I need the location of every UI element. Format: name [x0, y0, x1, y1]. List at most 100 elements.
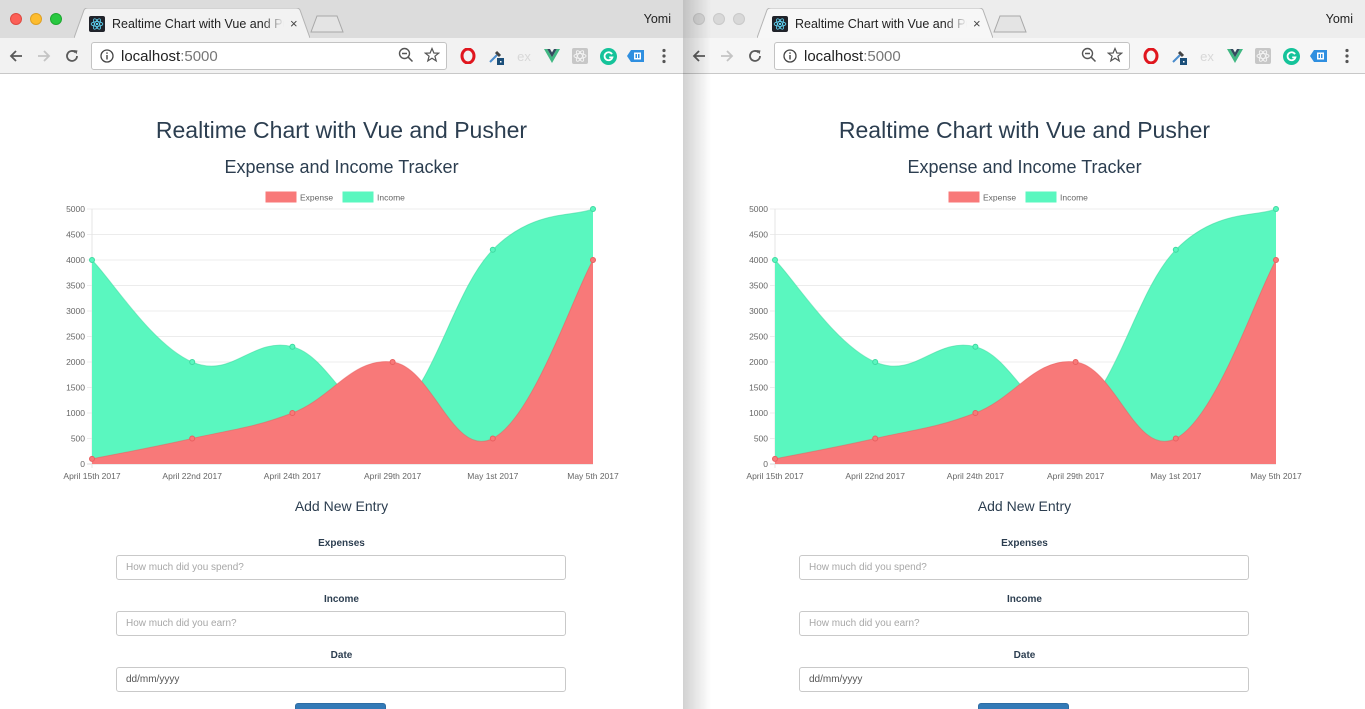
forward-button[interactable]: [33, 45, 55, 67]
vue-devtools-icon[interactable]: [1226, 47, 1244, 65]
date-input[interactable]: dd/mm/yyyy: [116, 667, 566, 692]
menu-kebab-icon[interactable]: [1338, 47, 1356, 65]
tab-close-icon[interactable]: ×: [973, 16, 981, 31]
minimize-window-button[interactable]: [30, 13, 42, 25]
income-input[interactable]: [116, 611, 566, 636]
data-point[interactable]: [1172, 435, 1179, 442]
profile-name[interactable]: Yomi: [1325, 12, 1353, 26]
expenses-input[interactable]: [116, 555, 566, 580]
reload-icon: [66, 50, 78, 62]
data-point[interactable]: [389, 359, 396, 365]
forward-button[interactable]: [716, 45, 738, 67]
data-point[interactable]: [489, 246, 496, 253]
bookmark-star-icon[interactable]: [424, 47, 440, 63]
data-point[interactable]: [89, 257, 95, 263]
eyedropper-icon[interactable]: [487, 47, 505, 65]
address-bar[interactable]: localhost:5000: [91, 42, 447, 70]
vue-devtools-icon[interactable]: [543, 47, 561, 65]
data-point[interactable]: [872, 359, 879, 365]
data-point[interactable]: [972, 343, 979, 350]
maximize-window-button[interactable]: [50, 13, 62, 25]
data-point[interactable]: [872, 435, 879, 442]
y-tick-label: 4000: [66, 255, 85, 265]
data-point[interactable]: [189, 435, 196, 442]
bookmark-star-icon[interactable]: [1107, 47, 1123, 63]
legend-item-income[interactable]: Income: [342, 191, 405, 203]
data-point[interactable]: [772, 257, 778, 263]
expenses-input[interactable]: [799, 555, 1249, 580]
legend-item-expense[interactable]: Expense: [948, 191, 1016, 203]
grammarly-icon[interactable]: [1282, 47, 1300, 65]
y-tick-label: 1000: [66, 408, 85, 418]
zoom-out-icon[interactable]: [1081, 47, 1097, 63]
data-point[interactable]: [289, 343, 296, 350]
legend-item-income[interactable]: Income: [1025, 191, 1088, 203]
svg-text:Income: Income: [1060, 193, 1088, 203]
browser-tab[interactable]: Realtime Chart with Vue and Pusher ×: [766, 9, 988, 38]
svg-text:Income: Income: [377, 193, 405, 203]
area-chart[interactable]: Expense Income 0 500 1000 1500 2000 2500 3000 350…: [0, 187, 683, 487]
maximize-window-button[interactable]: [733, 13, 745, 25]
close-window-button[interactable]: [10, 13, 22, 25]
minimize-window-button[interactable]: [713, 13, 725, 25]
zoom-out-icon[interactable]: [398, 47, 414, 63]
data-point[interactable]: [489, 435, 496, 442]
arrow-left-icon: [692, 50, 705, 62]
data-point[interactable]: [1072, 359, 1079, 365]
new-tab-button[interactable]: [993, 15, 1027, 33]
y-tick-label: 500: [71, 434, 85, 444]
url-port: :5000: [180, 47, 218, 65]
data-point[interactable]: [289, 410, 296, 416]
y-tick-label: 1500: [749, 383, 768, 393]
tag-extension-icon[interactable]: [1310, 47, 1328, 65]
address-bar[interactable]: localhost:5000: [774, 42, 1130, 70]
profile-name[interactable]: Yomi: [643, 12, 671, 26]
opera-icon[interactable]: [459, 47, 477, 65]
react-devtools-icon[interactable]: [1254, 47, 1272, 65]
data-point[interactable]: [590, 206, 596, 212]
income-input[interactable]: [799, 611, 1249, 636]
area-chart[interactable]: Expense Income 0 500 1000 1500 2000 2500 3000 350…: [683, 187, 1365, 487]
tab-close-icon[interactable]: ×: [290, 16, 298, 31]
new-tab-button[interactable]: [310, 15, 344, 33]
data-point[interactable]: [972, 410, 979, 416]
menu-kebab-icon[interactable]: [655, 47, 673, 65]
data-point[interactable]: [1172, 246, 1179, 253]
grammarly-icon[interactable]: [599, 47, 617, 65]
x-tick-label: April 29th 2017: [364, 471, 421, 481]
react-devtools-icon[interactable]: [571, 47, 589, 65]
legend-item-expense[interactable]: Expense: [265, 191, 333, 203]
back-button[interactable]: [5, 45, 27, 67]
express-icon[interactable]: ex: [517, 48, 531, 64]
submit-button[interactable]: [295, 703, 386, 709]
info-icon[interactable]: [100, 49, 114, 63]
form-title: Add New Entry: [294, 498, 389, 514]
express-icon[interactable]: ex: [1200, 48, 1214, 64]
data-point[interactable]: [189, 359, 196, 365]
y-tick-label: 0: [763, 459, 768, 469]
x-tick-label: April 22nd 2017: [162, 471, 222, 481]
reload-button[interactable]: [744, 45, 766, 67]
close-window-button[interactable]: [693, 13, 705, 25]
tab-title: Realtime Chart with Vue and Pusher: [795, 16, 967, 31]
x-tick-label: May 1st 2017: [1150, 471, 1201, 481]
date-input[interactable]: dd/mm/yyyy: [799, 667, 1249, 692]
page-title: Realtime Chart with Vue and Pusher: [155, 117, 528, 143]
data-point[interactable]: [1273, 206, 1279, 212]
info-icon[interactable]: [783, 49, 797, 63]
data-point[interactable]: [89, 455, 95, 462]
data-point[interactable]: [1273, 257, 1279, 263]
browser-window-right: Realtime Chart with Vue and Pusher × Yom…: [683, 0, 1365, 709]
y-tick-label: 3000: [749, 306, 768, 316]
submit-button[interactable]: [978, 703, 1069, 709]
date-label: Date: [1013, 650, 1036, 661]
tag-extension-icon[interactable]: [627, 47, 645, 65]
reload-button[interactable]: [61, 45, 83, 67]
reload-icon: [749, 50, 761, 62]
back-button[interactable]: [688, 45, 710, 67]
data-point[interactable]: [772, 455, 778, 462]
opera-icon[interactable]: [1142, 47, 1160, 65]
data-point[interactable]: [590, 257, 596, 263]
eyedropper-icon[interactable]: [1170, 47, 1188, 65]
browser-tab[interactable]: Realtime Chart with Vue and Pusher ×: [83, 9, 305, 38]
